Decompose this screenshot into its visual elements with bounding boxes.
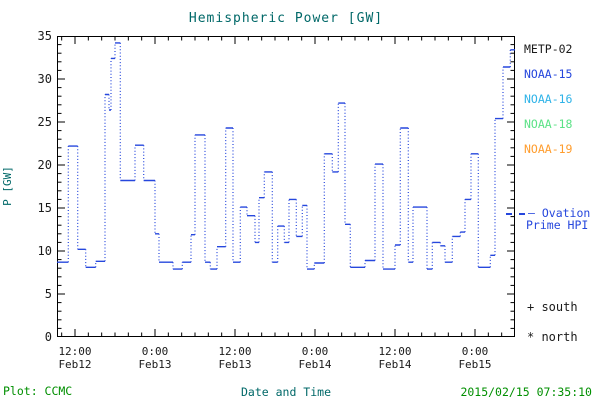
plot-timestamp: 2015/02/15 07:35:10 (460, 385, 592, 399)
y-tick-label: 5 (44, 287, 52, 301)
plot-area (57, 36, 515, 337)
x-tick-date-label: Feb13 (138, 358, 172, 371)
y-tick-label: 30 (37, 72, 52, 86)
legend-item-metp-02: METP-02 (524, 42, 573, 56)
chart-title: Hemispheric Power [GW] (188, 11, 384, 26)
y-tick-label: 0 (44, 330, 52, 344)
plot-canvas (57, 36, 515, 337)
x-tick-date-label: Feb14 (298, 358, 332, 371)
x-tick-date-label: Feb15 (458, 358, 492, 371)
legend-item-noaa-19: NOAA-19 (524, 142, 573, 156)
x-tick-time-label: 12:00 (378, 345, 412, 358)
ovation-legend-line1: — Ovation (528, 206, 591, 220)
x-tick-date-label: Feb14 (378, 358, 412, 371)
x-tick-time-label: 0:00 (301, 345, 329, 358)
y-tick-label: 20 (37, 158, 52, 172)
south-marker-label: + south (527, 300, 578, 314)
legend-item-noaa-15: NOAA-15 (524, 67, 573, 81)
y-tick-label: 10 (37, 244, 52, 258)
y-tick-label: 15 (37, 201, 52, 215)
ovation-legend-line2: Prime HPI (526, 218, 589, 232)
north-marker-label: * north (527, 330, 578, 344)
x-tick-date-label: Feb12 (58, 358, 92, 371)
x-tick-time-label: 0:00 (141, 345, 169, 358)
x-axis-title: Date and Time (240, 385, 331, 399)
x-tick-date-label: Feb13 (218, 358, 252, 371)
y-tick-label: 25 (37, 115, 52, 129)
x-tick-time-label: 0:00 (461, 345, 489, 358)
ovation-line-sample-icon (506, 213, 525, 215)
plot-credit: Plot: CCMC (3, 384, 73, 398)
legend-item-noaa-16: NOAA-16 (524, 92, 573, 106)
x-tick-time-label: 12:00 (58, 345, 92, 358)
x-tick-time-label: 12:00 (218, 345, 252, 358)
y-axis-label: P [GW] (1, 166, 14, 206)
legend-item-noaa-18: NOAA-18 (524, 117, 573, 131)
y-tick-label: 35 (37, 29, 52, 43)
